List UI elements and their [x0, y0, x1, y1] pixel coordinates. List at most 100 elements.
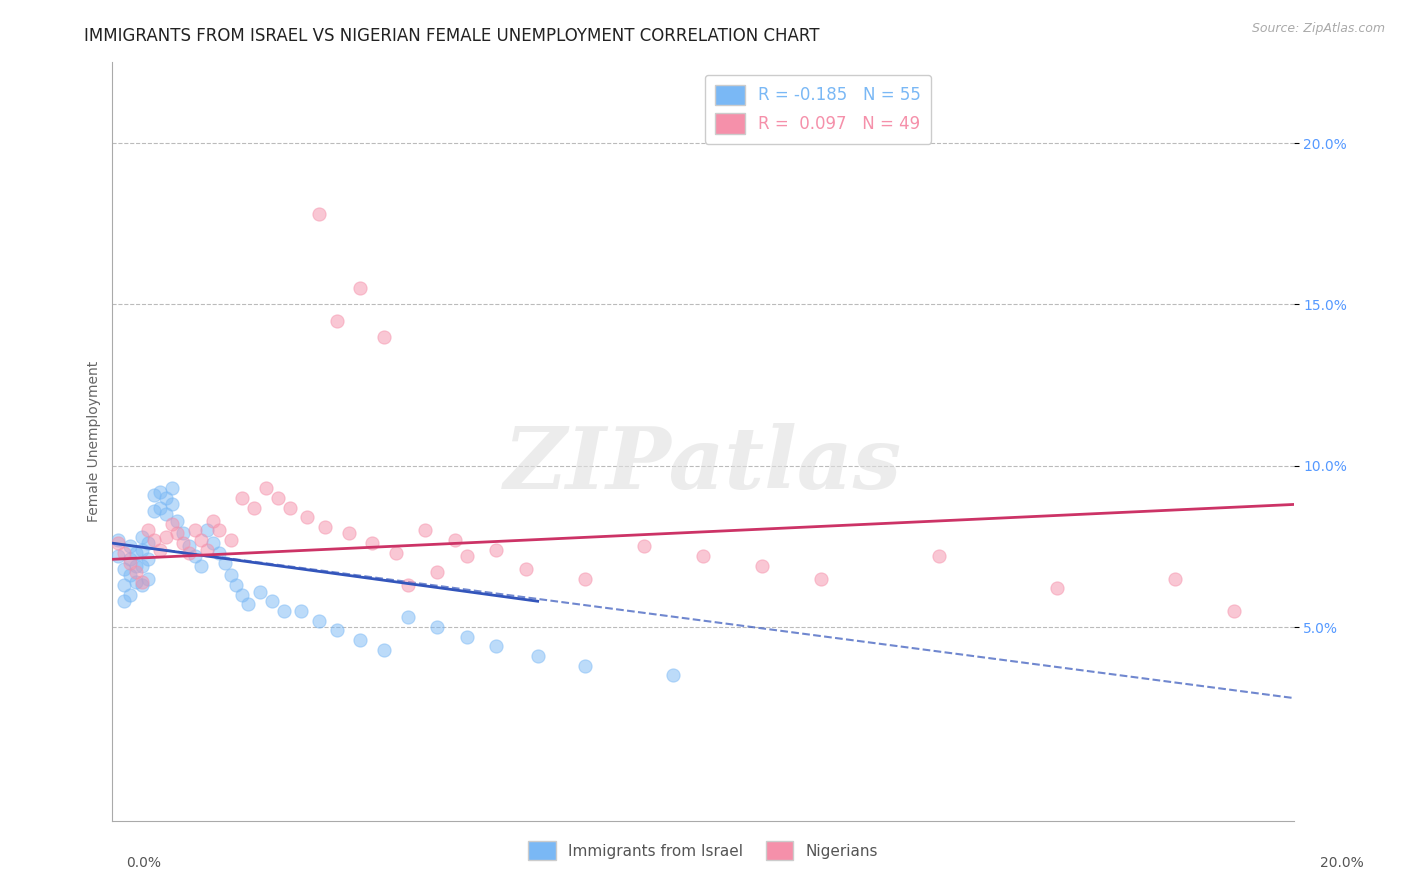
Point	[131, 530, 153, 544]
Point	[125, 558, 148, 573]
Point	[149, 500, 172, 515]
Point	[260, 594, 283, 608]
Point	[160, 481, 183, 495]
Point	[290, 604, 312, 618]
Point	[136, 572, 159, 586]
Point	[166, 526, 188, 541]
Text: IMMIGRANTS FROM ISRAEL VS NIGERIAN FEMALE UNEMPLOYMENT CORRELATION CHART: IMMIGRANTS FROM ISRAEL VS NIGERIAN FEMAL…	[84, 27, 820, 45]
Point	[120, 588, 142, 602]
Text: ZIPatlas: ZIPatlas	[503, 423, 903, 506]
Point	[337, 526, 360, 541]
Text: 20.0%: 20.0%	[1320, 856, 1364, 871]
Point	[179, 546, 201, 560]
Point	[349, 632, 371, 647]
Point	[349, 281, 371, 295]
Point	[278, 500, 301, 515]
Point	[136, 523, 159, 537]
Point	[373, 329, 395, 343]
Point	[160, 498, 183, 512]
Point	[142, 488, 165, 502]
Point	[112, 562, 135, 576]
Point	[131, 558, 153, 573]
Point	[219, 533, 242, 547]
Point	[485, 640, 508, 654]
Point	[254, 481, 277, 495]
Point	[214, 556, 236, 570]
Point	[142, 504, 165, 518]
Point	[131, 578, 153, 592]
Point	[225, 578, 247, 592]
Point	[361, 536, 384, 550]
Point	[415, 523, 437, 537]
Point	[208, 546, 231, 560]
Point	[231, 588, 253, 602]
Point	[308, 207, 330, 221]
Point	[326, 624, 349, 638]
Point	[231, 491, 253, 505]
Point	[155, 530, 177, 544]
Text: 0.0%: 0.0%	[127, 856, 162, 871]
Point	[125, 565, 148, 579]
Point	[190, 558, 212, 573]
Point	[456, 630, 478, 644]
Point	[297, 510, 319, 524]
Legend: Immigrants from Israel, Nigerians: Immigrants from Israel, Nigerians	[522, 835, 884, 866]
Point	[515, 562, 537, 576]
Point	[208, 523, 231, 537]
Point	[326, 313, 349, 327]
Point	[267, 491, 290, 505]
Point	[201, 536, 224, 550]
Point	[662, 668, 685, 682]
Point	[238, 598, 260, 612]
Point	[136, 536, 159, 550]
Y-axis label: Female Unemployment: Female Unemployment	[87, 361, 101, 522]
Point	[112, 578, 135, 592]
Point	[426, 620, 449, 634]
Point	[485, 542, 508, 557]
Point	[172, 536, 194, 550]
Point	[120, 540, 142, 554]
Point	[633, 540, 655, 554]
Point	[120, 552, 142, 566]
Point	[201, 514, 224, 528]
Point	[142, 533, 165, 547]
Point	[184, 549, 207, 563]
Point	[112, 594, 135, 608]
Point	[107, 533, 129, 547]
Point	[751, 558, 773, 573]
Point	[120, 568, 142, 582]
Point	[373, 642, 395, 657]
Point	[574, 658, 596, 673]
Point	[692, 549, 714, 563]
Point	[125, 574, 148, 589]
Point	[273, 604, 295, 618]
Point	[314, 520, 336, 534]
Point	[120, 556, 142, 570]
Point	[155, 507, 177, 521]
Point	[928, 549, 950, 563]
Point	[160, 516, 183, 531]
Point	[112, 546, 135, 560]
Point	[526, 649, 548, 664]
Text: Source: ZipAtlas.com: Source: ZipAtlas.com	[1251, 22, 1385, 36]
Point	[426, 565, 449, 579]
Point	[190, 533, 212, 547]
Point	[179, 540, 201, 554]
Point	[249, 584, 271, 599]
Point	[136, 552, 159, 566]
Point	[107, 549, 129, 563]
Point	[131, 542, 153, 557]
Point	[166, 514, 188, 528]
Point	[219, 568, 242, 582]
Point	[195, 523, 218, 537]
Point	[385, 546, 408, 560]
Point	[456, 549, 478, 563]
Point	[396, 610, 419, 624]
Point	[396, 578, 419, 592]
Point	[195, 542, 218, 557]
Point	[107, 536, 129, 550]
Point	[243, 500, 266, 515]
Point	[308, 614, 330, 628]
Point	[1223, 604, 1246, 618]
Point	[444, 533, 467, 547]
